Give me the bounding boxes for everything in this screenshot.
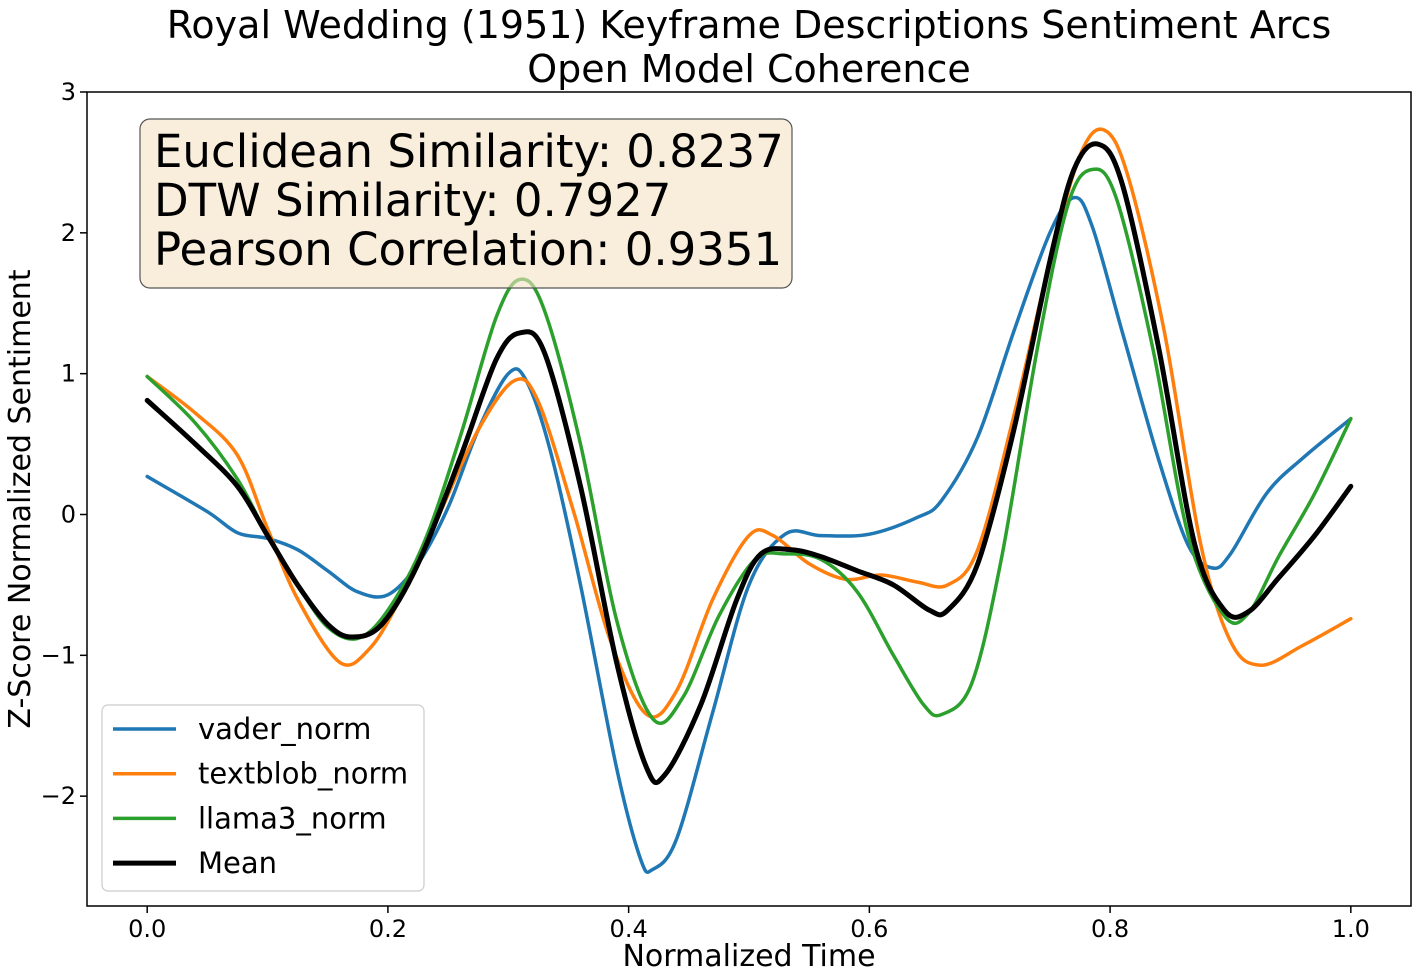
x-tick-label: 0.6 [850, 915, 888, 943]
series-line-textblob-norm [145, 127, 1353, 719]
pearson-correlation: Pearson Correlation: 0.9351 [154, 223, 782, 276]
chart-title: Royal Wedding (1951) Keyframe Descriptio… [167, 3, 1332, 47]
y-tick-label: 2 [61, 219, 76, 247]
legend: vader_norm textblob_norm llama3_norm Mean [101, 704, 425, 892]
x-axis-label: Normalized Time [622, 939, 875, 974]
x-tick-label: 0.0 [128, 915, 166, 943]
y-axis-label: Z-Score Normalized Sentiment [3, 269, 38, 728]
y-tick-label: 1 [61, 360, 76, 388]
legend-label: vader_norm [198, 712, 371, 746]
y-axis-ticks: −2 −1 0 1 2 3 [41, 78, 87, 810]
x-tick-label: 1.0 [1332, 915, 1370, 943]
series-line-vader-norm [145, 195, 1353, 874]
x-tick-label: 0.8 [1091, 915, 1129, 943]
dtw-similarity: DTW Similarity: 0.7927 [154, 174, 671, 227]
chart-subtitle: Open Model Coherence [527, 47, 971, 91]
y-tick-label: 0 [61, 500, 76, 528]
legend-label: llama3_norm [198, 801, 387, 835]
euclidean-similarity: Euclidean Similarity: 0.8237 [154, 125, 784, 178]
x-tick-label: 0.4 [610, 915, 648, 943]
legend-label: Mean [198, 846, 277, 880]
y-tick-label: −2 [41, 782, 76, 810]
plot-frame [86, 91, 1412, 907]
legend-label: textblob_norm [198, 757, 408, 791]
y-tick-label: −1 [41, 641, 76, 669]
x-axis-ticks: 0.0 0.2 0.4 0.6 0.8 1.0 [128, 906, 1370, 943]
series-line-mean [144, 141, 1354, 786]
series-layer [144, 127, 1354, 874]
y-tick-label: 3 [61, 78, 76, 106]
stats-box: Euclidean Similarity: 0.8237 DTW Similar… [139, 118, 793, 289]
series-line-llama3-norm [145, 167, 1353, 725]
x-tick-label: 0.2 [369, 915, 407, 943]
